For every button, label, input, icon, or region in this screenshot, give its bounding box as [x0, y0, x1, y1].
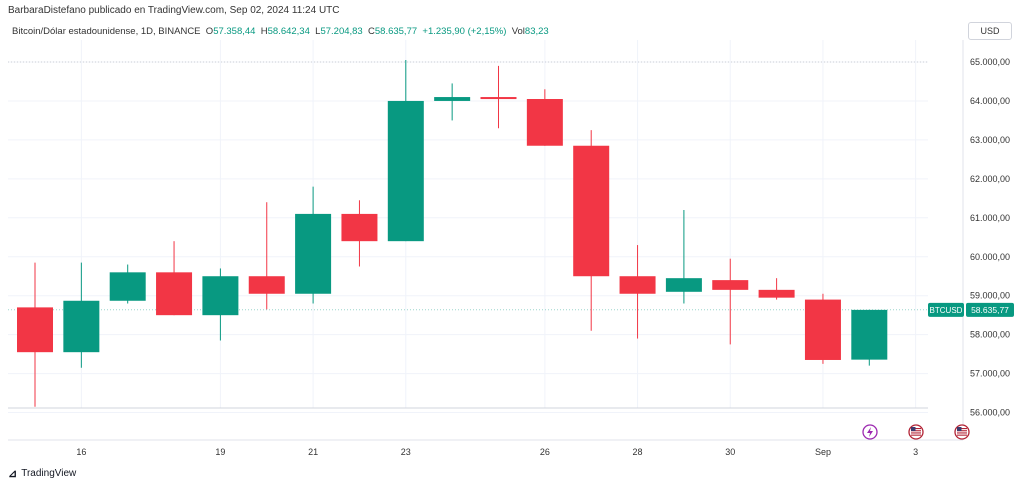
x-tick-label: Sep: [815, 447, 831, 457]
close-value: 58.635,77: [374, 26, 418, 37]
open-value: 57.358,44: [213, 26, 256, 37]
x-tick-label: 28: [633, 447, 643, 457]
y-tick-label: 65.000,00: [970, 57, 1010, 67]
candle-body: [573, 145, 610, 277]
candle-body: [248, 276, 285, 294]
candle-body: [712, 280, 749, 290]
candle-body: [480, 97, 517, 100]
open-label: O: [205, 26, 214, 37]
candle-body: [156, 272, 193, 316]
candle-body: [526, 99, 563, 146]
tradingview-logo-icon: ⊿: [8, 468, 18, 480]
vol-label: Vol: [511, 26, 525, 37]
candle-body: [295, 213, 332, 294]
x-tick-label: 23: [401, 447, 411, 457]
ohlc-legend: Bitcoin/Dólar estadounidense, 1D, BINANC…: [12, 26, 549, 37]
y-tick-label: 64.000,00: [970, 96, 1010, 106]
candle-body: [619, 276, 656, 294]
time-axis[interactable]: 16 19 21 23 26 28 30 Sep 3: [8, 407, 963, 457]
low-label: L: [315, 26, 321, 37]
x-tick-label: 26: [540, 447, 550, 457]
high-value: 58.642,34: [267, 26, 310, 37]
candle-body: [109, 272, 146, 301]
candle-body: [387, 100, 424, 242]
symbol-label: Bitcoin/Dólar estadounidense, 1D, BINANC…: [12, 26, 201, 37]
vol-value: 83,23: [524, 26, 549, 37]
ticker-tag-bg: [928, 302, 964, 317]
close-label: C: [368, 26, 375, 37]
candle-body: [434, 97, 471, 101]
y-tick-label: 56.000,00: [970, 408, 1010, 418]
candles: [17, 60, 888, 407]
x-tick-label: 3: [913, 447, 918, 457]
x-tick-label: 16: [76, 447, 86, 457]
candle-body: [341, 213, 378, 242]
y-tick-label: 57.000,00: [970, 369, 1010, 379]
x-tick-label: 30: [725, 447, 735, 457]
currency-button[interactable]: USD: [968, 22, 1012, 40]
change-value: +1.235,90 (+2,15%): [422, 26, 507, 37]
us-flag-event-icon-2: [954, 424, 970, 440]
last-price-tag-bg: [966, 302, 1014, 317]
high-label: H: [260, 26, 268, 37]
event-markers[interactable]: [862, 424, 970, 440]
candle-body: [17, 307, 53, 353]
last-price-tag-text: 58.635,77: [971, 305, 1009, 315]
price-axis[interactable]: 56.000,00 57.000,00 58.000,00 59.000,00 60.0…: [928, 40, 1014, 440]
tradingview-logo[interactable]: ⊿ TradingView: [8, 467, 76, 480]
y-tick-label: 58.000,00: [970, 330, 1010, 340]
y-tick-label: 60.000,00: [970, 252, 1010, 262]
y-tick-label: 63.000,00: [970, 135, 1010, 145]
lightning-event-icon: [862, 424, 878, 440]
candle-body: [851, 309, 888, 360]
candle-body: [63, 300, 100, 353]
logo-text: TradingView: [21, 468, 77, 479]
low-value: 57.204,83: [320, 26, 363, 37]
candle-body: [665, 278, 702, 292]
publisher-line: BarbaraDistefano publicado en TradingVie…: [8, 5, 340, 16]
y-tick-label: 62.000,00: [970, 174, 1010, 184]
y-tick-label: 59.000,00: [970, 291, 1010, 301]
ticker-tag-text: BTCUSD: [930, 306, 963, 315]
candle-body: [758, 289, 795, 298]
candle-body: [202, 276, 239, 316]
candle-body: [804, 299, 841, 360]
y-tick-label: 61.000,00: [970, 213, 1010, 223]
grid-lines: [8, 40, 928, 414]
us-flag-event-icon: [908, 424, 924, 440]
x-tick-label: 21: [308, 447, 318, 457]
x-tick-label: 19: [215, 447, 225, 457]
